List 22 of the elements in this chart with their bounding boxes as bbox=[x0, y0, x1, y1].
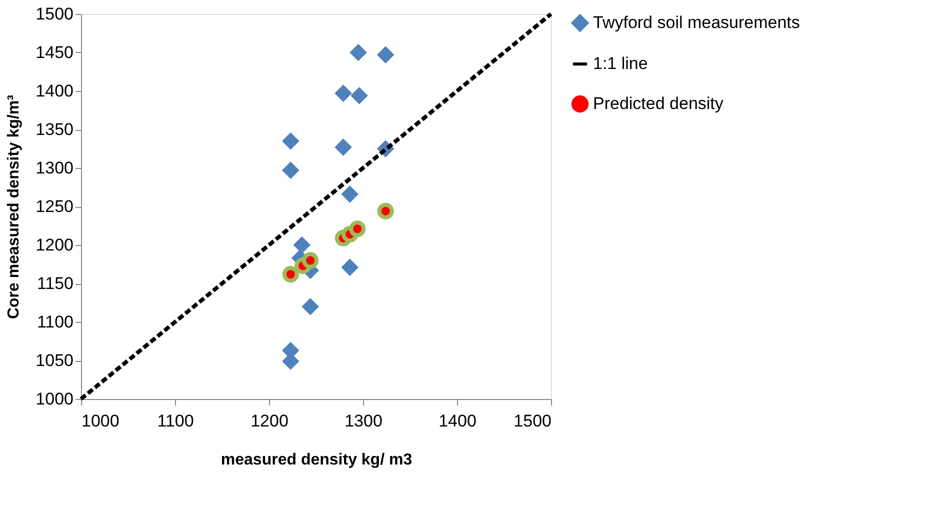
x-tick-label: 1000 bbox=[82, 412, 120, 430]
y-tick-label: 1200 bbox=[36, 236, 74, 254]
legend-label: Predicted density bbox=[593, 94, 724, 113]
y-tick-label: 1450 bbox=[36, 43, 74, 62]
y-tick-label: 1300 bbox=[36, 158, 74, 178]
x-tick-label: 1200 bbox=[250, 412, 288, 430]
y-tick-label: 1250 bbox=[36, 197, 74, 216]
y-axis-title: Core measured density kg/m³ bbox=[6, 94, 23, 320]
y-tick-label: 1000 bbox=[36, 390, 74, 408]
y-tick-label: 1500 bbox=[36, 4, 74, 24]
y-tick-label: 1350 bbox=[36, 120, 74, 139]
x-tick-label: 1400 bbox=[438, 412, 476, 430]
y-tick-label: 1150 bbox=[36, 274, 74, 293]
legend-label: 1:1 line bbox=[593, 54, 648, 73]
x-axis-title: measured density kg/ m3 bbox=[220, 452, 412, 468]
legend-label: Twyford soil measurements bbox=[593, 13, 800, 32]
x-tick-label: 1500 bbox=[514, 412, 552, 430]
x-tick-label: 1300 bbox=[344, 412, 382, 430]
y-tick-label: 1400 bbox=[36, 82, 74, 100]
x-tick-label: 1100 bbox=[157, 412, 194, 430]
y-tick-label: 1050 bbox=[36, 351, 74, 370]
y-tick-label: 1100 bbox=[36, 312, 74, 332]
